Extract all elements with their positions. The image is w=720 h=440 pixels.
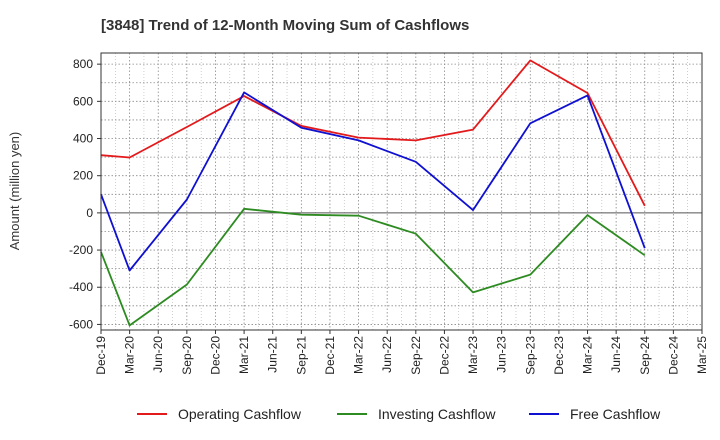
plot-frame [100,52,703,331]
series-line-operating-cashflow [100,59,646,207]
series-line-investing-cashflow [100,207,646,327]
y-tick-label: -400 [69,280,93,294]
series-line-free-cashflow [100,91,646,272]
x-tick-label: Dec-20 [208,336,222,375]
y-tick-label: 400 [73,132,93,146]
x-tick-label: Mar-22 [352,336,366,374]
x-tick-label: Dec-19 [94,336,108,375]
x-tick-label: Dec-21 [323,336,337,375]
x-tick-label: Sep-21 [294,336,308,375]
legend-label-free-cashflow: Free Cashflow [570,406,661,422]
x-tick-label: Sep-24 [638,336,652,375]
x-tick-label: Mar-24 [581,336,595,374]
legend: Operating Cashflow Investing Cashflow Free… [137,406,661,422]
y-tick-label: 200 [73,169,93,183]
x-tick-label: Sep-22 [409,336,423,375]
x-tick-label: Jun-21 [266,336,280,373]
y-tick-label: -200 [69,243,93,257]
y-tick-labels: -600 -400 -200 0 200 400 600 800 [69,57,101,331]
x-tick-label: Mar-21 [237,336,251,374]
y-axis-label: Amount (million yen) [7,132,22,251]
x-tick-label: Mar-25 [695,336,709,374]
chart-title: [3848] Trend of 12-Month Moving Sum of C… [101,17,469,34]
y-tick-label: 800 [73,57,93,71]
x-tick-label: Dec-23 [552,336,566,375]
x-tick-label: Mar-20 [123,336,137,374]
legend-label-investing-cashflow: Investing Cashflow [378,406,496,422]
x-tick-label: Jun-20 [151,336,165,373]
x-tick-label: Mar-23 [466,336,480,374]
x-tick-labels: Dec-19 Mar-20 Jun-20 Sep-20 Dec-20 Mar-21 Jun-… [94,330,709,375]
x-tick-label: Jun-24 [609,336,623,373]
x-tick-label: Sep-20 [180,336,194,375]
y-tick-label: -600 [69,317,93,331]
legend-label-operating-cashflow: Operating Cashflow [178,406,302,422]
x-tick-label: Jun-22 [380,336,394,373]
x-tick-label: Dec-24 [666,336,680,375]
series-lines [100,59,646,327]
y-tick-label: 600 [73,94,93,108]
x-tick-label: Dec-22 [437,336,451,375]
x-tick-label: Sep-23 [523,336,537,375]
grid-lines [100,53,703,330]
x-tick-label: Jun-23 [495,336,509,373]
y-tick-label: 0 [86,206,93,220]
